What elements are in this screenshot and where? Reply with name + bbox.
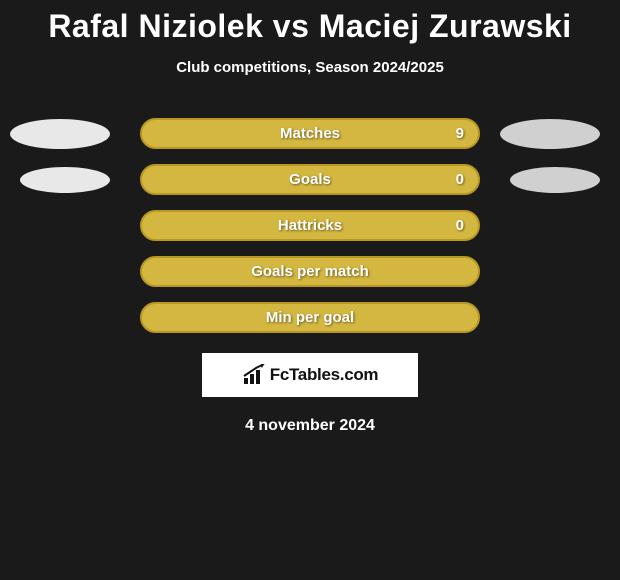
row-min-per-goal: Min per goal xyxy=(0,302,620,333)
stat-label: Goals xyxy=(289,171,331,188)
date-label: 4 november 2024 xyxy=(245,417,375,435)
row-matches: Matches 9 xyxy=(0,118,620,149)
stat-label: Hattricks xyxy=(278,217,342,234)
player-left-ellipse xyxy=(10,119,110,149)
player-right-ellipse xyxy=(510,167,600,193)
stat-bar: Min per goal xyxy=(140,302,480,333)
player-right-ellipse xyxy=(500,119,600,149)
comparison-rows: Matches 9 Goals 0 Hattricks 0 Goals per … xyxy=(0,118,620,333)
stat-label: Min per goal xyxy=(266,309,354,326)
logo-text: FcTables.com xyxy=(270,365,379,385)
row-goals: Goals 0 xyxy=(0,164,620,195)
stat-bar: Goals 0 xyxy=(140,164,480,195)
chart-icon xyxy=(242,364,266,386)
stat-value: 0 xyxy=(456,217,464,234)
row-goals-per-match: Goals per match xyxy=(0,256,620,287)
stat-value: 0 xyxy=(456,171,464,188)
stat-bar: Matches 9 xyxy=(140,118,480,149)
fctables-logo: FcTables.com xyxy=(202,353,418,397)
stat-bar: Goals per match xyxy=(140,256,480,287)
stat-bar: Hattricks 0 xyxy=(140,210,480,241)
stat-label: Matches xyxy=(280,125,340,142)
row-hattricks: Hattricks 0 xyxy=(0,210,620,241)
subtitle: Club competitions, Season 2024/2025 xyxy=(176,59,444,76)
stat-value: 9 xyxy=(456,125,464,142)
stat-label: Goals per match xyxy=(251,263,369,280)
player-left-ellipse xyxy=(20,167,110,193)
page-title: Rafal Niziolek vs Maciej Zurawski xyxy=(48,8,571,45)
